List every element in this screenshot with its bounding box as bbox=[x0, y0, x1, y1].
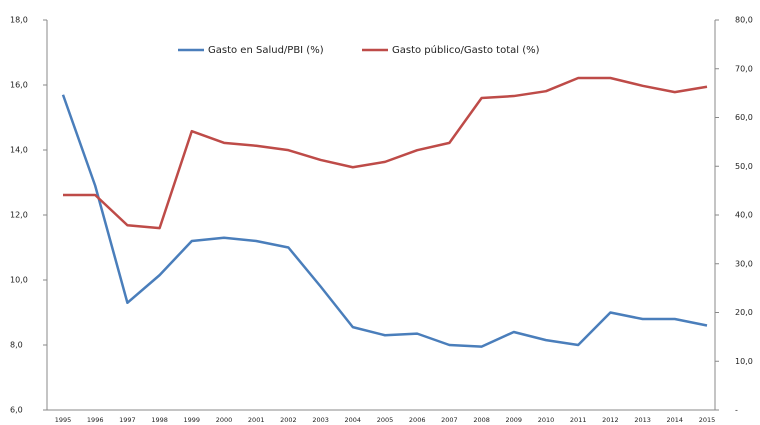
x-tick-label: 1995 bbox=[55, 416, 72, 424]
y-tick-label: 10,0 bbox=[10, 276, 28, 285]
y-tick-label: 18,0 bbox=[10, 16, 28, 25]
x-tick-label: 2011 bbox=[570, 416, 587, 424]
x-tick-label: 2009 bbox=[506, 416, 523, 424]
x-tick-label: 1997 bbox=[119, 416, 136, 424]
x-tick-label: 1998 bbox=[151, 416, 168, 424]
x-tick-label: 2005 bbox=[377, 416, 394, 424]
x-tick-label: 2013 bbox=[634, 416, 651, 424]
y-tick-label: 16,0 bbox=[10, 81, 28, 90]
x-tick-label: 2004 bbox=[345, 416, 362, 424]
x-tick-label: 2000 bbox=[216, 416, 233, 424]
x-tick-label: 2003 bbox=[312, 416, 329, 424]
x-tick-label: 1996 bbox=[87, 416, 104, 424]
series-line bbox=[63, 76, 708, 230]
y2-tick-label: 30,0 bbox=[735, 259, 753, 268]
x-tick-label: 2014 bbox=[667, 416, 684, 424]
x-tick-label: 2001 bbox=[248, 416, 265, 424]
y2-tick-label: 80,0 bbox=[735, 16, 753, 25]
y2-tick-label: - bbox=[735, 406, 738, 415]
x-tick-label: 2010 bbox=[538, 416, 555, 424]
y2-tick-label: 70,0 bbox=[735, 64, 753, 73]
legend-label: Gasto público/Gasto total (%) bbox=[392, 44, 540, 56]
x-tick-label: 2008 bbox=[473, 416, 490, 424]
y-tick-label: 8,0 bbox=[10, 341, 23, 350]
y-tick-label: 12,0 bbox=[10, 211, 28, 220]
series-line bbox=[61, 94, 708, 348]
x-tick-label: 1999 bbox=[184, 416, 201, 424]
x-tick-label: 2012 bbox=[602, 416, 619, 424]
y-tick-label: 14,0 bbox=[10, 146, 28, 155]
legend-label: Gasto en Salud/PBI (%) bbox=[208, 45, 324, 56]
x-tick-label: 2002 bbox=[280, 416, 297, 424]
y-tick-label: 6,0 bbox=[10, 406, 23, 415]
y2-tick-label: 10,0 bbox=[735, 357, 753, 366]
y2-tick-label: 60,0 bbox=[735, 113, 753, 122]
x-tick-label: 2015 bbox=[699, 416, 716, 424]
y2-tick-label: 40,0 bbox=[735, 211, 753, 220]
y2-tick-label: 20,0 bbox=[735, 308, 753, 317]
x-tick-label: 2006 bbox=[409, 416, 426, 424]
x-tick-label: 2007 bbox=[441, 416, 458, 424]
y2-tick-label: 50,0 bbox=[735, 162, 753, 171]
